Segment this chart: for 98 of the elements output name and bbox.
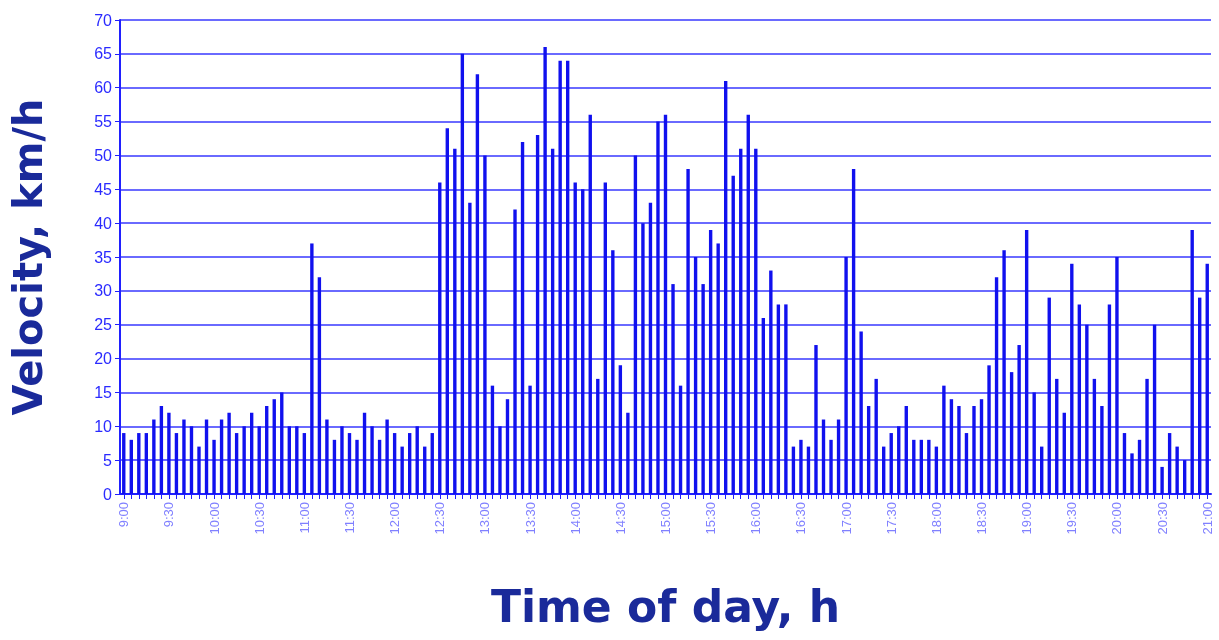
y-tick-label: 55: [94, 113, 113, 131]
y-tick-label: 60: [94, 79, 113, 97]
x-tick-label: 21:00: [1199, 502, 1215, 535]
y-tick-label: 35: [94, 248, 113, 266]
bar: [453, 148, 457, 494]
bar: [558, 60, 562, 494]
bar: [641, 223, 645, 494]
bar: [829, 439, 833, 494]
bar: [987, 365, 991, 494]
bar: [242, 426, 246, 494]
x-tick-label: 9:00: [116, 502, 132, 528]
bar: [468, 202, 472, 494]
y-tick-label: 65: [94, 45, 113, 63]
y-tick-label: 45: [94, 180, 113, 198]
x-tick-label: 12:30: [432, 502, 448, 535]
bar: [483, 155, 487, 494]
y-tick-label: 0: [103, 485, 113, 503]
bar: [310, 243, 314, 494]
bar: [686, 168, 690, 494]
bar: [1085, 324, 1089, 494]
x-tick-label: 14:00: [567, 502, 583, 535]
bar: [513, 209, 517, 494]
bar: [1130, 453, 1134, 494]
bar: [611, 250, 615, 494]
y-tick-label: 5: [103, 451, 113, 469]
bar: [972, 405, 976, 494]
bar: [227, 412, 231, 494]
bar: [325, 419, 329, 494]
x-tick-label: 19:30: [1064, 502, 1080, 535]
bar: [1160, 466, 1164, 494]
bar: [340, 426, 344, 494]
y-tick-label: 10: [94, 417, 113, 435]
x-tick-label: 18:00: [928, 502, 944, 535]
bar: [498, 426, 502, 494]
x-tick-label: 17:30: [883, 502, 899, 535]
bar: [656, 121, 660, 494]
x-tick-label: 20:00: [1109, 502, 1125, 535]
bar: [701, 284, 705, 494]
bar: [942, 385, 946, 494]
bar: [385, 419, 389, 494]
bar: [197, 446, 201, 494]
bar: [212, 439, 216, 494]
bar: [927, 439, 931, 494]
y-tick-label: 50: [94, 146, 113, 164]
y-tick-label: 70: [94, 11, 113, 29]
bar: [799, 439, 803, 494]
x-tick-label: 19:00: [1019, 502, 1035, 535]
bar: [784, 304, 788, 494]
x-tick-label: 20:30: [1154, 502, 1170, 535]
x-tick-label: 11:00: [296, 502, 312, 534]
bar: [1002, 250, 1006, 494]
bar: [1115, 257, 1119, 494]
bar: [1190, 229, 1194, 494]
bar: [543, 47, 547, 494]
y-tick-label: 20: [94, 350, 113, 368]
bar: [814, 345, 818, 494]
y-tick-label: 40: [94, 214, 113, 232]
bar: [370, 426, 374, 494]
bar: [1145, 378, 1149, 494]
x-tick-label: 10:30: [251, 502, 267, 535]
bar: [844, 257, 848, 494]
x-axis-title: Time of day, h: [490, 580, 841, 632]
y-tick-label: 15: [94, 383, 113, 401]
bar: [1017, 345, 1021, 494]
bar: [626, 412, 630, 494]
x-tick-label: 13:00: [477, 502, 493, 535]
x-tick-label: 16:30: [793, 502, 809, 535]
x-tick-label: 10:00: [206, 502, 222, 535]
x-tick-label: 11:30: [341, 502, 357, 534]
x-tick-label: 16:00: [748, 502, 764, 535]
bar: [1100, 405, 1104, 494]
y-tick-label: 30: [94, 282, 113, 300]
x-tick-label: 17:00: [838, 502, 854, 535]
x-tick-label: 18:30: [974, 502, 990, 535]
bar: [528, 385, 532, 494]
x-tick-label: 9:30: [161, 502, 177, 528]
bar: [874, 378, 878, 494]
bar: [671, 284, 675, 494]
bar: [957, 405, 961, 494]
bar: [295, 426, 299, 494]
bar: [716, 243, 720, 494]
x-tick-label: 12:00: [387, 502, 403, 535]
x-tick-label: 13:30: [522, 502, 538, 535]
bar: [1175, 446, 1179, 494]
bar: [137, 433, 141, 494]
x-tick-label: 15:00: [658, 502, 673, 535]
bar: [355, 439, 359, 494]
bar: [400, 446, 404, 494]
bar: [182, 419, 186, 494]
bar: [769, 270, 773, 494]
x-tick-label: 14:30: [612, 502, 628, 535]
bar: [1032, 392, 1036, 494]
bar: [167, 412, 171, 494]
bar: [152, 419, 156, 494]
bar: [859, 331, 863, 494]
y-axis-title: Velocity, km/h: [5, 98, 51, 416]
y-tick-label: 25: [94, 316, 113, 334]
x-tick-label: 15:30: [703, 502, 719, 535]
